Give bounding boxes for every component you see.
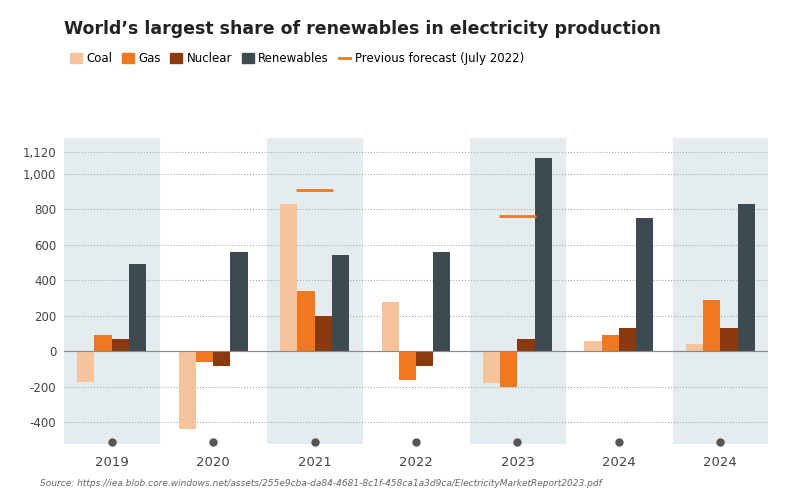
Bar: [703, 300, 720, 352]
Text: World’s largest share of renewables in electricity production: World’s largest share of renewables in e…: [64, 20, 661, 38]
Bar: [483, 352, 500, 383]
Bar: [230, 252, 248, 352]
Bar: [64, 138, 159, 444]
Bar: [112, 339, 129, 352]
Bar: [332, 255, 349, 352]
Legend: Coal, Gas, Nuclear, Renewables, Previous forecast (July 2022): Coal, Gas, Nuclear, Renewables, Previous…: [70, 52, 524, 65]
Bar: [500, 352, 518, 387]
Bar: [196, 352, 213, 362]
Bar: [298, 291, 314, 352]
Bar: [534, 158, 552, 352]
Bar: [280, 204, 298, 352]
Bar: [738, 204, 755, 352]
Bar: [398, 352, 416, 380]
Bar: [416, 352, 434, 365]
Bar: [434, 252, 450, 352]
Bar: [636, 218, 654, 352]
Bar: [94, 335, 112, 352]
Bar: [602, 335, 619, 352]
Bar: [470, 138, 565, 444]
Bar: [382, 302, 398, 352]
Bar: [314, 316, 332, 352]
Bar: [686, 344, 703, 352]
Bar: [77, 352, 94, 382]
Bar: [584, 341, 602, 352]
Bar: [213, 352, 230, 365]
Bar: [178, 352, 196, 429]
Bar: [720, 328, 738, 352]
Bar: [129, 264, 146, 352]
Bar: [673, 138, 768, 444]
Bar: [518, 339, 534, 352]
Bar: [267, 138, 362, 444]
Bar: [619, 328, 636, 352]
Text: Source: https://iea.blob.core.windows.net/assets/255e9cba-da84-4681-8c1f-458ca1a: Source: https://iea.blob.core.windows.ne…: [40, 479, 602, 488]
